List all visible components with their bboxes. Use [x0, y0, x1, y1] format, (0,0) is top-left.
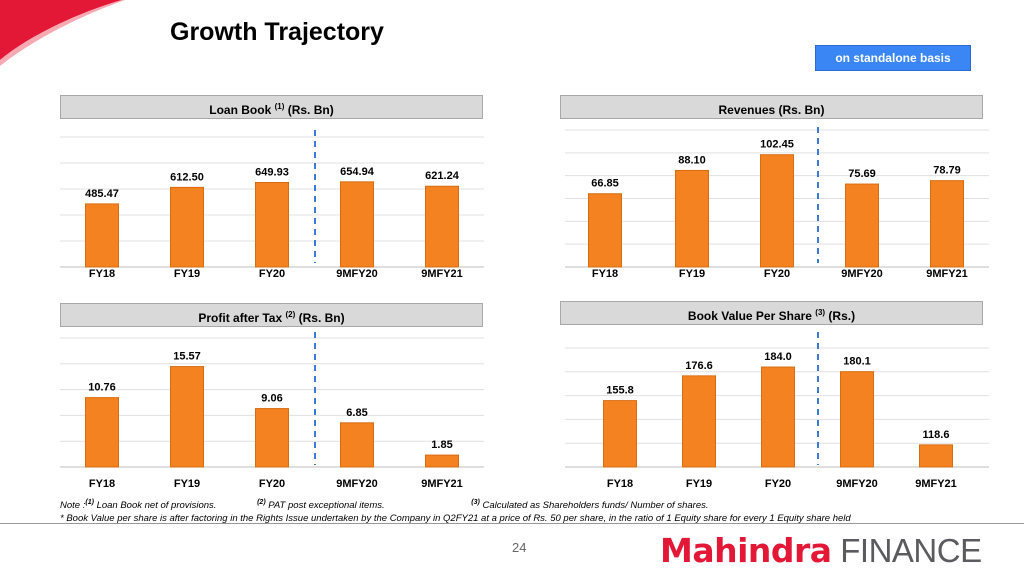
category-label: FY18 [89, 268, 115, 280]
data-label: 6.85 [346, 407, 367, 419]
data-label: 1.85 [431, 439, 452, 451]
revenues-header: Revenues (Rs. Bn) [560, 95, 983, 119]
page-title: Growth Trajectory [170, 18, 384, 46]
category-label: 9MFY20 [336, 268, 378, 280]
header-sup: (2) [285, 310, 296, 319]
bar-fy19 [682, 375, 716, 468]
bar-9mfy20 [840, 371, 874, 468]
bvps-chart: 155.8 FY18 176.6 FY19 184.0 FY20 180.1 9MFY20 11… [565, 332, 989, 490]
header-text: (Rs.) [825, 309, 856, 323]
logo-mahindra: Mahindra [660, 531, 832, 570]
category-label: 9MFY21 [926, 268, 968, 280]
standalone-badge: on standalone basis [815, 45, 971, 71]
note2-text: PAT post exceptional items. [268, 500, 385, 512]
bar-9mfy21 [425, 454, 459, 468]
category-label: FY18 [607, 478, 633, 490]
bar-fy19 [675, 169, 709, 268]
page-number: 24 [512, 540, 527, 555]
bar-fy18 [588, 193, 622, 268]
data-label: 75.69 [848, 168, 876, 180]
category-label: 9MFY20 [336, 478, 378, 490]
note1-text: Loan Book net of provisions. [96, 500, 217, 512]
data-label: 66.85 [591, 178, 619, 190]
category-label: FY19 [174, 478, 200, 490]
bar-9mfy20 [340, 181, 374, 268]
mahindra-finance-logo: Mahindra FINANCE [660, 531, 982, 571]
header-text: Loan Book [209, 103, 275, 117]
data-label: 184.0 [764, 351, 792, 363]
footnote-line-2: * Book Value per share is after factorin… [60, 513, 851, 525]
category-label: FY18 [89, 478, 115, 490]
data-label: 180.1 [843, 356, 871, 368]
data-label: 10.76 [88, 382, 116, 394]
note3-marker: (3) [471, 499, 480, 506]
category-label: 9MFY20 [841, 268, 883, 280]
bvps-header: Book Value Per Share (3) (Rs.) [560, 301, 983, 325]
bar-fy20 [255, 408, 289, 468]
data-label: 621.24 [425, 170, 460, 182]
note2-marker: (2) [257, 499, 266, 506]
category-label: 9MFY21 [915, 478, 957, 490]
footnote-line-1: Note :(1) Loan Book net of provisions. (… [60, 496, 851, 512]
header-text: (Rs. Bn) [284, 103, 334, 117]
data-label: 9.06 [261, 393, 282, 405]
note-prefix: Note : [60, 500, 86, 512]
category-label: FY20 [764, 268, 790, 280]
note3-text: Calculated as Shareholders funds/ Number… [482, 500, 709, 512]
pat-header: Profit after Tax (2) (Rs. Bn) [60, 303, 483, 327]
category-label: FY20 [259, 268, 285, 280]
pat-chart: 10.76 FY18 15.57 FY19 9.06 FY20 6.85 9MFY20 1.85… [60, 332, 484, 490]
data-label: 612.50 [170, 171, 204, 183]
category-label: FY19 [686, 478, 712, 490]
data-label: 78.79 [933, 165, 961, 177]
category-label: FY20 [765, 478, 791, 490]
bar-fy18 [85, 203, 119, 268]
data-label: 118.6 [923, 429, 950, 441]
bar-9mfy20 [845, 183, 879, 268]
bar-9mfy21 [425, 185, 459, 268]
bar-9mfy21 [930, 180, 964, 268]
category-label: FY19 [174, 268, 200, 280]
category-label: FY20 [259, 478, 285, 490]
category-label: 9MFY21 [421, 268, 463, 280]
header-sup: (3) [815, 308, 826, 317]
bar-9mfy20 [340, 422, 374, 468]
footer-divider [0, 523, 1024, 524]
category-label: 9MFY20 [836, 478, 878, 490]
loan-book-header: Loan Book (1) (Rs. Bn) [60, 95, 483, 119]
revenues-chart: 66.85 FY18 88.10 FY19 102.45 FY20 75.69 9MFY20 7… [565, 127, 989, 280]
note1-marker: (1) [85, 499, 94, 506]
header-sup: (1) [274, 102, 285, 111]
data-label: 15.57 [173, 351, 201, 363]
data-label: 155.8 [606, 385, 634, 397]
category-label: FY18 [592, 268, 618, 280]
data-label: 485.47 [85, 188, 119, 200]
bar-fy20 [760, 154, 794, 268]
data-label: 654.94 [340, 166, 375, 178]
corner-decoration [0, 0, 125, 66]
footnotes: Note :(1) Loan Book net of provisions. (… [60, 496, 851, 525]
header-text: (Rs. Bn) [295, 311, 345, 325]
bar-fy20 [255, 182, 289, 268]
category-label: 9MFY21 [421, 478, 463, 490]
bar-fy18 [603, 400, 637, 468]
data-label: 88.10 [678, 154, 706, 166]
bar-fy18 [85, 397, 119, 468]
logo-finance: FINANCE [840, 532, 982, 569]
header-text: Book Value Per Share [687, 309, 816, 323]
data-label: 102.45 [760, 139, 794, 151]
bar-9mfy21 [919, 444, 953, 468]
header-text: Revenues (Rs. Bn) [718, 103, 825, 117]
bar-fy20 [761, 366, 795, 468]
bar-fy19 [170, 366, 204, 468]
data-label: 176.6 [685, 360, 713, 372]
header-text: Profit after Tax [198, 311, 286, 325]
category-label: FY19 [679, 268, 705, 280]
data-label: 649.93 [255, 167, 289, 179]
bar-fy19 [170, 186, 204, 268]
loan-book-chart: 485.47 FY18 612.50 FY19 649.93 FY20 654.94 9MFY… [60, 130, 484, 280]
